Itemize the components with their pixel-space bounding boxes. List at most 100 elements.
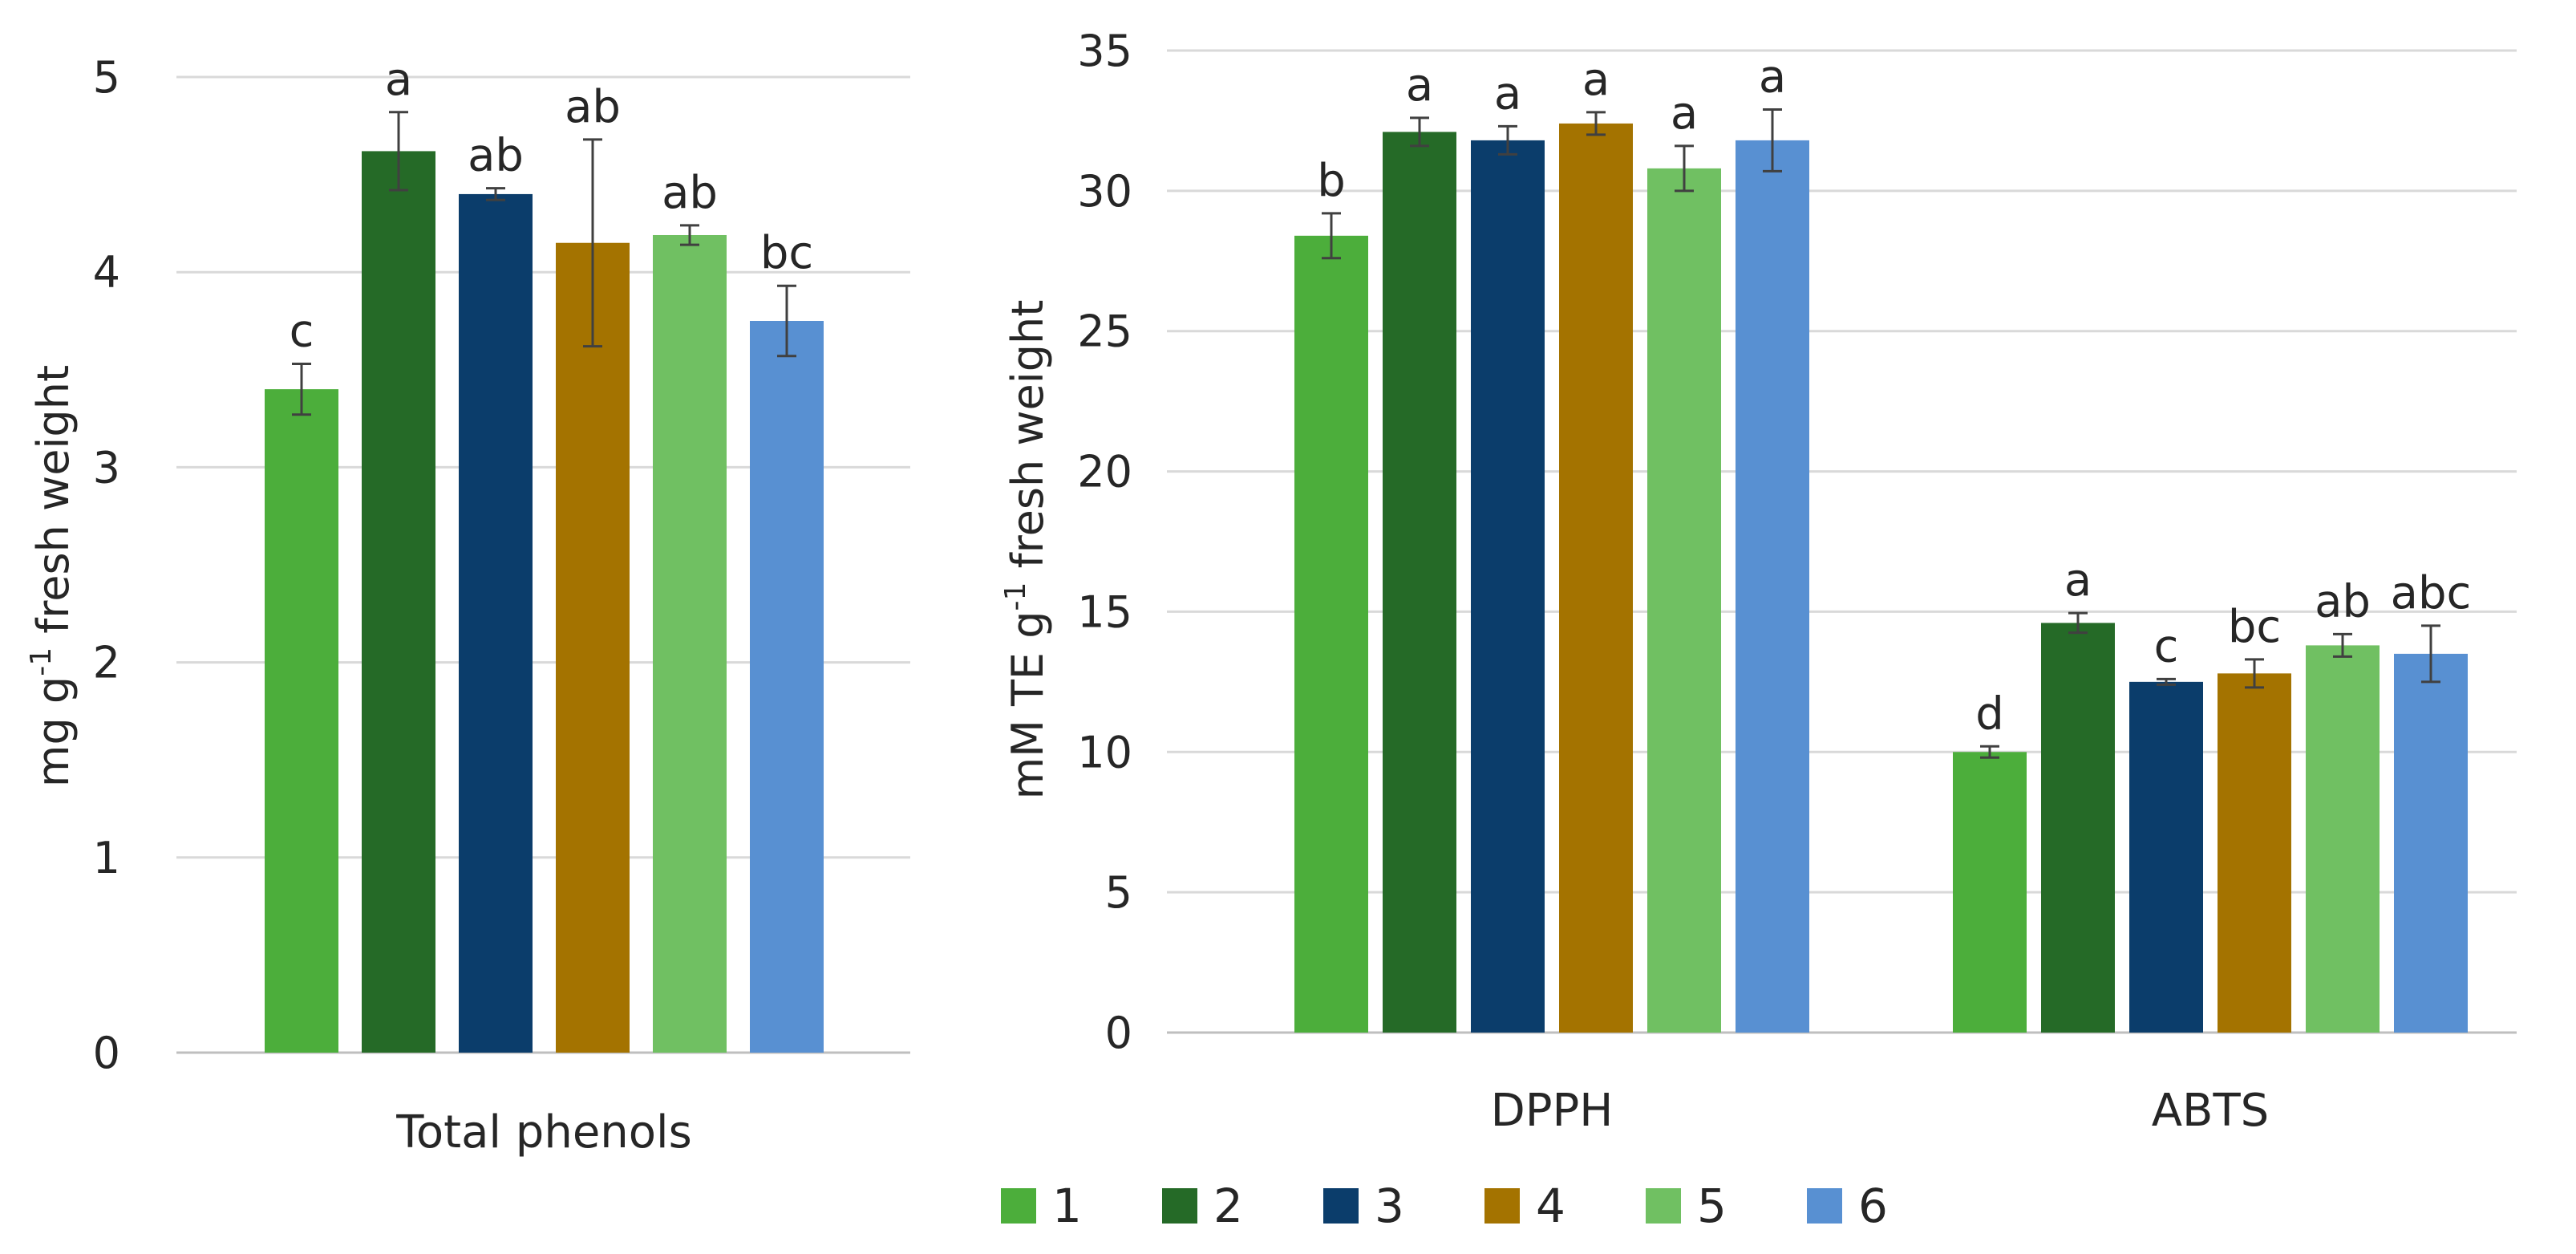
- right-y-tick-35: 35: [1077, 26, 1132, 76]
- legend-swatch-3: [1323, 1188, 1359, 1224]
- right-category-label-dpph: DPPH: [1491, 1085, 1614, 1137]
- left-y-tick-0: 0: [93, 1028, 120, 1078]
- legend-item-6: 6: [1807, 1179, 1888, 1233]
- right-bar-dpph-series-5: [1647, 168, 1721, 1033]
- left-y-axis-title-main: mg g: [28, 676, 79, 787]
- legend-item-1: 1: [1001, 1179, 1082, 1233]
- left-significance-letter-total-phenols-series-3: ab: [468, 130, 524, 182]
- right-y-axis-title-main: mM TE g: [1002, 611, 1053, 800]
- right-y-tick-0: 0: [1105, 1008, 1132, 1058]
- left-error-bar-total-phenols-series-4: [583, 138, 602, 348]
- right-error-bar-dpph-series-6: [1763, 108, 1782, 172]
- left-y-tick-4: 4: [93, 247, 120, 298]
- right-significance-letter-abts-series-3: c: [2154, 620, 2179, 672]
- left-error-bar-total-phenols-series-1: [292, 363, 311, 416]
- legend-swatch-4: [1484, 1188, 1520, 1224]
- right-bars: b a a a a a d a c bc ab abc: [1294, 51, 2471, 1033]
- right-y-axis-title-superscript: -1: [999, 582, 1032, 611]
- right-significance-letter-abts-series-1: d: [1975, 688, 2004, 740]
- legend-swatch-2: [1162, 1188, 1197, 1224]
- right-y-tick-20: 20: [1077, 447, 1132, 497]
- legend-item-3: 3: [1323, 1179, 1404, 1233]
- legend-label-3: 3: [1375, 1179, 1404, 1233]
- right-y-tick-15: 15: [1077, 586, 1132, 637]
- left-y-tick-2: 2: [93, 638, 120, 688]
- right-error-bar-dpph-series-3: [1498, 124, 1517, 156]
- right-y-axis-title: mM TE g-1 fresh weight: [999, 300, 1053, 800]
- right-bar-dpph-series-2: [1383, 132, 1456, 1033]
- right-significance-letter-dpph-series-6: a: [1759, 51, 1786, 103]
- legend-label-1: 1: [1052, 1179, 1082, 1233]
- right-bar-abts-series-3: [2129, 681, 2203, 1033]
- legend-swatch-6: [1807, 1188, 1842, 1224]
- right-category-labels: DPPH ABTS: [1491, 1085, 2270, 1137]
- right-y-tick-25: 25: [1077, 306, 1132, 357]
- left-y-axis-title-tail: fresh weight: [28, 365, 79, 647]
- left-significance-letter-total-phenols-series-6: bc: [760, 227, 813, 279]
- legend: 1 2 3 4 5 6: [1001, 1179, 1888, 1233]
- right-bar-abts-series-2: [2041, 623, 2115, 1033]
- right-y-axis-title-tail: fresh weight: [1002, 300, 1053, 582]
- left-category-label-total-phenols: Total phenols: [395, 1106, 692, 1159]
- right-error-bar-abts-series-1: [1980, 745, 1999, 759]
- right-error-bar-abts-series-6: [2421, 624, 2440, 684]
- right-significance-letter-dpph-series-2: a: [1406, 59, 1433, 112]
- left-bar-total-phenols-series-1: [265, 389, 338, 1053]
- right-error-bar-abts-series-3: [2157, 677, 2176, 686]
- left-bar-total-phenols-series-5: [653, 234, 727, 1053]
- right-significance-letter-dpph-series-1: b: [1317, 155, 1346, 207]
- right-bar-abts-series-4: [2218, 673, 2291, 1033]
- left-category-labels: Total phenols: [395, 1106, 692, 1159]
- right-category-label-abts: ABTS: [2152, 1085, 2269, 1137]
- legend-item-4: 4: [1484, 1179, 1565, 1233]
- right-bar-abts-series-5: [2306, 645, 2380, 1033]
- legend-label-5: 5: [1697, 1179, 1727, 1233]
- legend-label-6: 6: [1858, 1179, 1888, 1233]
- left-significance-letter-total-phenols-series-2: a: [385, 54, 412, 106]
- left-y-tick-5: 5: [93, 52, 120, 103]
- right-bar-abts-series-6: [2394, 653, 2468, 1033]
- right-error-bar-dpph-series-2: [1410, 116, 1429, 148]
- right-y-tick-10: 10: [1077, 727, 1132, 777]
- right-bar-dpph-series-1: [1294, 235, 1368, 1033]
- left-error-bar-total-phenols-series-6: [777, 284, 796, 358]
- legend-swatch-1: [1001, 1188, 1036, 1224]
- legend-label-2: 2: [1213, 1179, 1243, 1233]
- legend-item-2: 2: [1162, 1179, 1243, 1233]
- right-y-tick-30: 30: [1077, 166, 1132, 217]
- left-bar-total-phenols-series-2: [362, 151, 435, 1053]
- left-significance-letter-total-phenols-series-1: c: [290, 306, 314, 358]
- right-significance-letter-dpph-series-3: a: [1494, 67, 1521, 120]
- left-error-bar-total-phenols-series-3: [486, 187, 505, 201]
- left-error-bar-total-phenols-series-2: [389, 111, 408, 192]
- legend-label-4: 4: [1536, 1179, 1565, 1233]
- right-error-bar-dpph-series-1: [1322, 212, 1341, 260]
- legend-swatch-5: [1646, 1188, 1681, 1224]
- right-bar-dpph-series-6: [1736, 140, 1809, 1033]
- right-y-tick-labels: 0 5 10 15 20 25 30 35: [1077, 26, 1132, 1058]
- legend-item-5: 5: [1646, 1179, 1727, 1233]
- right-error-bar-abts-series-2: [2068, 611, 2088, 635]
- right-bar-abts-series-1: [1953, 752, 2027, 1033]
- right-significance-letter-abts-series-6: abc: [2391, 567, 2472, 619]
- left-bar-total-phenols-series-4: [556, 242, 630, 1053]
- left-y-tick-3: 3: [93, 442, 120, 493]
- right-significance-letter-abts-series-4: bc: [2228, 601, 2281, 653]
- left-significance-letter-total-phenols-series-5: ab: [662, 167, 718, 219]
- left-significance-letter-total-phenols-series-4: ab: [565, 81, 621, 133]
- antioxidant-chart: 0 5 10 15 20 25 30 35 b a a a a a d a c bc ab abc DPPH ABTS…: [999, 26, 2517, 1137]
- left-y-tick-labels: 0 1 2 3 4 5: [93, 52, 120, 1078]
- right-error-bar-abts-series-4: [2245, 658, 2264, 689]
- right-error-bar-dpph-series-5: [1675, 144, 1694, 193]
- right-y-tick-5: 5: [1105, 867, 1132, 918]
- right-significance-letter-dpph-series-5: a: [1671, 87, 1698, 140]
- left-bar-total-phenols-series-3: [459, 193, 533, 1053]
- left-y-axis-title: mg g-1 fresh weight: [25, 365, 79, 787]
- right-significance-letter-abts-series-2: a: [2064, 554, 2092, 607]
- left-y-axis-title-superscript: -1: [25, 647, 58, 676]
- left-error-bar-total-phenols-series-5: [680, 224, 699, 246]
- left-bar-total-phenols-series-6: [750, 321, 824, 1053]
- right-significance-letter-dpph-series-4: a: [1582, 54, 1610, 106]
